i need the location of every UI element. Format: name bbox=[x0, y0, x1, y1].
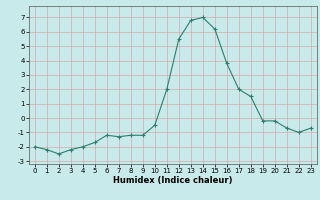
X-axis label: Humidex (Indice chaleur): Humidex (Indice chaleur) bbox=[113, 176, 233, 185]
